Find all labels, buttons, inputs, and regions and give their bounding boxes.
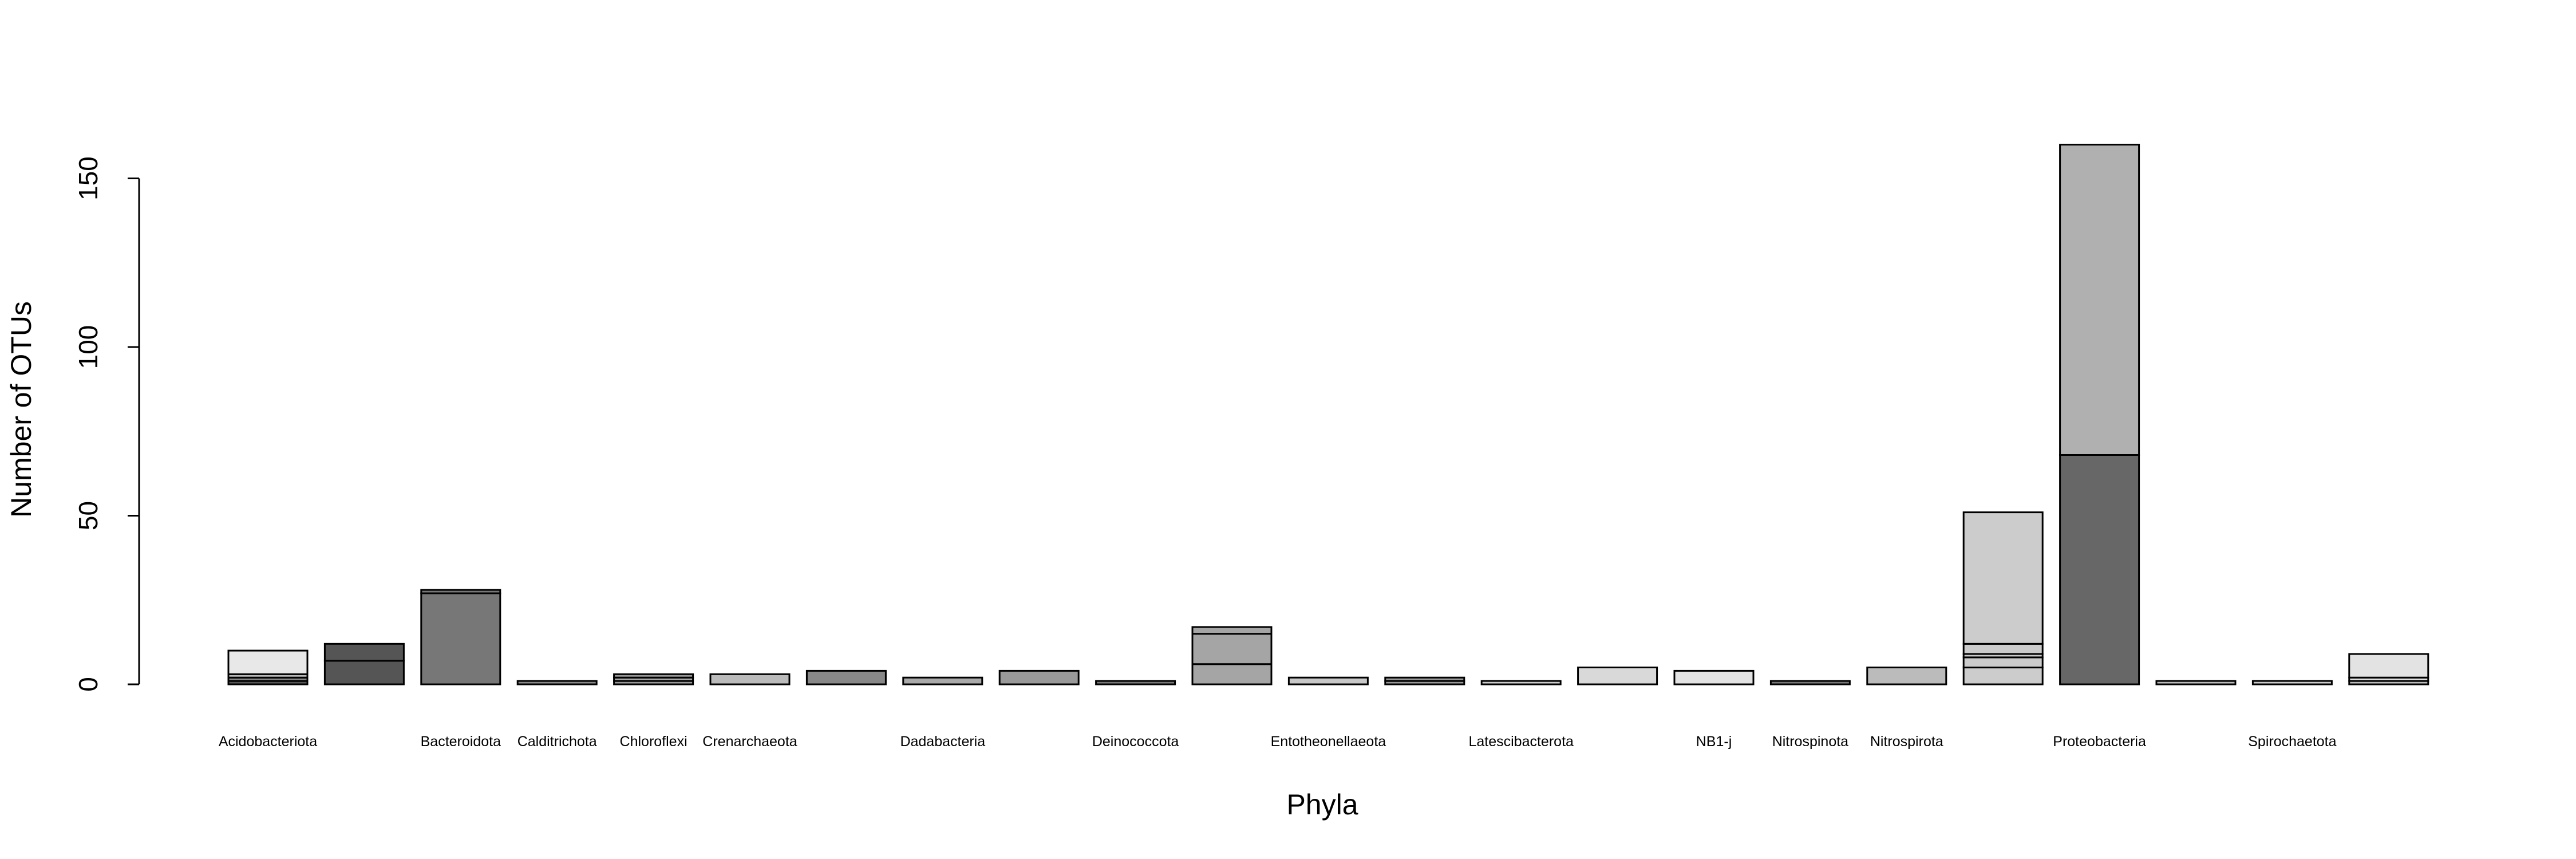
bar-2-segment-1 bbox=[420, 589, 501, 594]
x-category-label: Crenarchaeota bbox=[702, 734, 797, 750]
bar-4-segment-2 bbox=[613, 673, 694, 679]
x-category-label: Deinococcota bbox=[1092, 734, 1179, 750]
bar-19-segment-0 bbox=[2059, 454, 2140, 685]
y-tick-label-100: 100 bbox=[73, 325, 103, 369]
bar-8-segment-0 bbox=[998, 669, 1080, 685]
bar-2-segment-0 bbox=[420, 592, 501, 685]
x-category-label: Nitrospinota bbox=[1772, 734, 1848, 750]
bar-10-segment-1 bbox=[1191, 633, 1273, 665]
x-category-label: Latescibacterota bbox=[1468, 734, 1574, 750]
bar-16-segment-0 bbox=[1769, 680, 1851, 685]
x-category-label: Acidobacteriota bbox=[219, 734, 317, 750]
bar-15-segment-0 bbox=[1673, 669, 1755, 685]
x-category-label: Spirochaetota bbox=[2248, 734, 2336, 750]
bar-18-segment-1 bbox=[1962, 656, 2044, 669]
bar-5-segment-0 bbox=[709, 673, 791, 685]
bar-1-segment-1 bbox=[323, 643, 405, 662]
bar-18-segment-4 bbox=[1962, 511, 2044, 645]
bar-14-segment-0 bbox=[1577, 667, 1658, 685]
x-axis-title: Phyla bbox=[1286, 789, 1358, 821]
bar-9-segment-0 bbox=[1095, 680, 1176, 685]
bar-6-segment-0 bbox=[805, 669, 887, 685]
bar-18-segment-0 bbox=[1962, 667, 2044, 685]
y-tick-label-0: 0 bbox=[73, 677, 103, 692]
bar-17-segment-0 bbox=[1866, 667, 1947, 685]
y-axis-title: Number of OTUs bbox=[5, 301, 37, 518]
bar-19-segment-1 bbox=[2059, 144, 2140, 456]
x-category-label: Proteobacteria bbox=[2053, 734, 2146, 750]
x-category-labels: Acidobacteriota Bacteroidota Calditrichota… bbox=[219, 734, 2337, 750]
bar-10-segment-2 bbox=[1191, 626, 1273, 635]
x-category-label: Chloroflexi bbox=[620, 734, 688, 750]
bar-3-segment-0 bbox=[516, 680, 598, 685]
y-tick-label-50: 50 bbox=[73, 501, 103, 530]
bar-22-segment-2 bbox=[2348, 653, 2429, 679]
bar-12-segment-1 bbox=[1384, 676, 1465, 682]
x-category-label: Dadabacteria bbox=[900, 734, 985, 750]
bar-21-segment-0 bbox=[2251, 680, 2333, 685]
bar-20-segment-0 bbox=[2155, 680, 2237, 685]
bar-1-segment-0 bbox=[323, 660, 405, 685]
y-tick-label-150: 150 bbox=[73, 156, 103, 200]
bar-13-segment-0 bbox=[1480, 680, 1562, 685]
x-category-label: Bacteroidota bbox=[421, 734, 501, 750]
y-axis: 0 50 100 150 bbox=[73, 156, 140, 692]
x-category-label: Entotheonellaeota bbox=[1271, 734, 1386, 750]
x-category-label: Calditrichota bbox=[517, 734, 597, 750]
bars-layer bbox=[227, 144, 2429, 685]
bar-11-segment-0 bbox=[1287, 676, 1369, 685]
bar-7-segment-0 bbox=[902, 676, 983, 685]
bar-0-segment-3 bbox=[227, 649, 309, 675]
x-category-label: Nitrospirota bbox=[1870, 734, 1943, 750]
bar-18-segment-3 bbox=[1962, 643, 2044, 655]
bar-10-segment-0 bbox=[1191, 663, 1273, 685]
x-category-label: NB1-j bbox=[1696, 734, 1732, 750]
